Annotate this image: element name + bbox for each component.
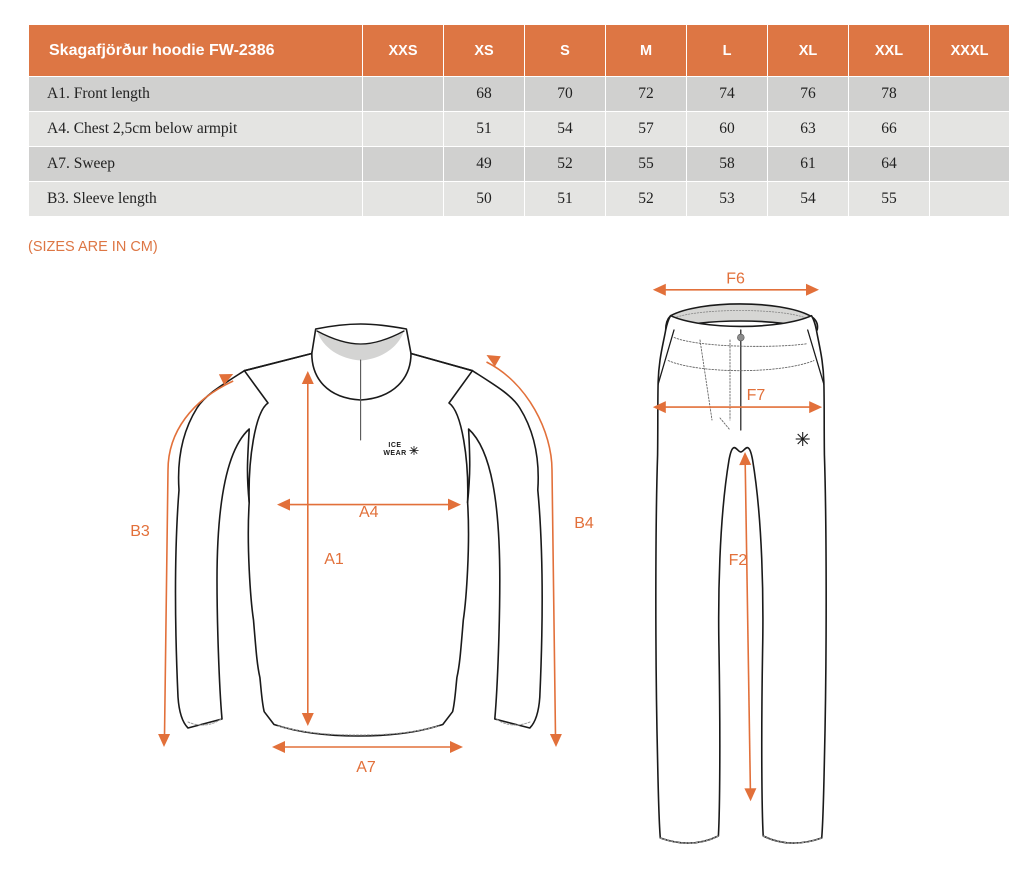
svg-text:B3: B3 <box>130 523 150 540</box>
svg-text:F6: F6 <box>726 270 745 287</box>
svg-text:ICE: ICE <box>388 442 401 449</box>
svg-text:F2: F2 <box>729 552 748 569</box>
svg-text:A1: A1 <box>324 551 344 568</box>
svg-text:F7: F7 <box>747 387 766 404</box>
svg-text:A4: A4 <box>359 504 379 521</box>
svg-text:WEAR: WEAR <box>383 450 406 457</box>
svg-text:B4: B4 <box>574 515 594 532</box>
svg-text:A7: A7 <box>356 759 376 776</box>
